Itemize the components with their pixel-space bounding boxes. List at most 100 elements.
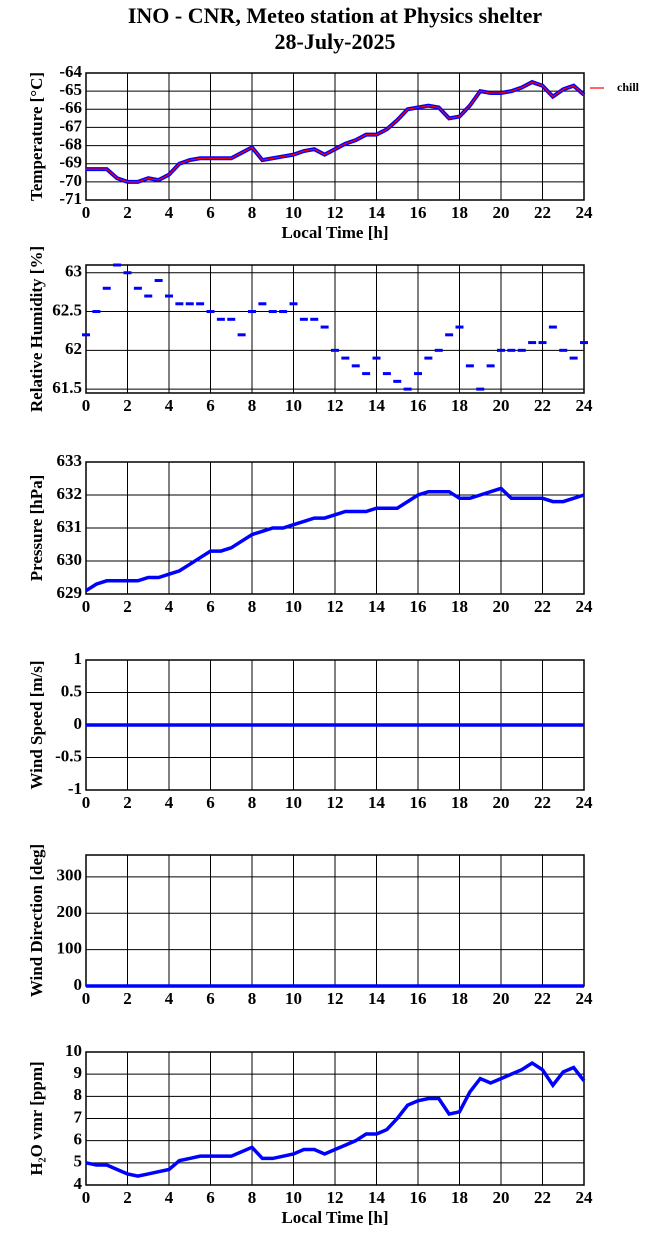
plot-frame: [85, 264, 585, 394]
x-tick-label: 0: [82, 203, 91, 222]
y-tick-label: 10: [65, 1041, 82, 1060]
data-point: [279, 310, 288, 314]
x-tick-label: 16: [410, 396, 427, 415]
series-line: [85, 486, 585, 593]
y-tick-label: 62: [65, 339, 82, 358]
x-tick-label: 0: [82, 989, 91, 1008]
y-tick-label: -67: [59, 116, 82, 135]
x-tick-label: 24: [576, 1188, 594, 1207]
data-point: [434, 348, 443, 352]
y-tick-label: 7: [74, 1107, 83, 1126]
data-point: [569, 356, 578, 360]
data-point: [465, 364, 474, 368]
x-tick-label: 4: [165, 597, 174, 616]
y-tick-label: 63: [65, 262, 82, 281]
y-tick-label: 633: [57, 451, 83, 470]
x-tick-label: 2: [123, 989, 132, 1008]
data-point: [455, 325, 464, 329]
data-point: [528, 341, 537, 345]
data-point: [538, 341, 547, 345]
x-tick-label: 24: [576, 203, 594, 222]
data-point: [382, 372, 391, 376]
y-tick-label: 300: [57, 866, 83, 885]
y-tick-label: 6: [74, 1130, 83, 1149]
data-point: [486, 364, 495, 368]
y-axis-label: Pressure [hPa]: [27, 475, 46, 582]
chart-title: INO - CNR, Meteo station at Physics shel…: [128, 3, 542, 28]
y-tick-label: -68: [59, 134, 82, 153]
y-tick-label: 632: [57, 484, 83, 503]
data-point: [341, 356, 350, 360]
series-line: [86, 81, 585, 183]
x-tick-label: 4: [165, 396, 174, 415]
data-point: [227, 317, 236, 321]
x-tick-label: 16: [410, 203, 427, 222]
x-tick-label: 16: [410, 989, 427, 1008]
x-tick-label: 22: [534, 203, 551, 222]
x-tick-label: 0: [82, 1188, 91, 1207]
x-tick-label: 2: [123, 396, 132, 415]
x-tick-label: 8: [248, 597, 257, 616]
x-tick-label: 22: [534, 989, 551, 1008]
y-tick-label: 0: [74, 714, 83, 733]
y-tick-label: 629: [57, 583, 83, 602]
x-tick-label: 10: [285, 793, 302, 812]
y-tick-label: 100: [57, 939, 83, 958]
y-tick-label: -66: [59, 98, 82, 117]
x-tick-label: 12: [327, 1188, 344, 1207]
data-point: [144, 294, 153, 298]
y-tick-label: 0.5: [61, 681, 82, 700]
data-point: [331, 348, 339, 352]
y-tick-label: 0: [74, 975, 83, 994]
data-point: [92, 310, 101, 314]
x-tick-label: 18: [451, 989, 468, 1008]
data-point: [497, 348, 505, 352]
x-tick-label: 22: [534, 597, 551, 616]
x-tick-label: 0: [82, 396, 91, 415]
data-point: [154, 279, 163, 283]
x-tick-label: 16: [410, 1188, 427, 1207]
x-tick-label: 24: [576, 793, 594, 812]
data-point: [320, 325, 329, 329]
y-tick-label: -69: [59, 153, 82, 172]
data-point: [185, 302, 194, 306]
x-tick-label: 18: [451, 1188, 468, 1207]
x-tick-label: 10: [285, 1188, 302, 1207]
y-axis-label: H₂O vmr [ppm]: [27, 1061, 46, 1175]
x-tick-label: 20: [493, 989, 510, 1008]
y-tick-label: 9: [74, 1063, 83, 1082]
x-tick-label: 10: [285, 597, 302, 616]
data-point: [548, 325, 557, 329]
x-tick-label: 22: [534, 793, 551, 812]
x-tick-label: 14: [368, 396, 386, 415]
data-point: [82, 333, 90, 337]
plot-frame: [85, 72, 585, 201]
y-tick-label: -71: [59, 189, 82, 208]
x-tick-label: 12: [327, 396, 344, 415]
data-point: [517, 348, 526, 352]
x-tick-label: 16: [410, 597, 427, 616]
x-tick-label: 0: [82, 597, 91, 616]
data-point: [196, 302, 205, 306]
data-point: [403, 387, 412, 391]
data-point: [258, 302, 267, 306]
x-axis-label: Local Time [h]: [281, 1208, 388, 1227]
x-tick-label: 14: [368, 597, 386, 616]
data-point: [424, 356, 433, 360]
x-tick-label: 10: [285, 989, 302, 1008]
x-tick-label: 8: [248, 203, 257, 222]
x-tick-label: 10: [285, 396, 302, 415]
y-tick-label: -70: [59, 171, 82, 190]
x-tick-label: 0: [82, 793, 91, 812]
y-tick-label: 8: [74, 1085, 83, 1104]
x-tick-label: 16: [410, 793, 427, 812]
y-tick-label: 1: [74, 649, 83, 668]
data-point: [123, 271, 132, 275]
data-point: [268, 310, 277, 314]
x-tick-label: 12: [327, 597, 344, 616]
legend-label: chill: [617, 80, 640, 94]
data-point: [175, 302, 184, 306]
x-tick-label: 6: [206, 396, 215, 415]
x-tick-label: 4: [165, 989, 174, 1008]
